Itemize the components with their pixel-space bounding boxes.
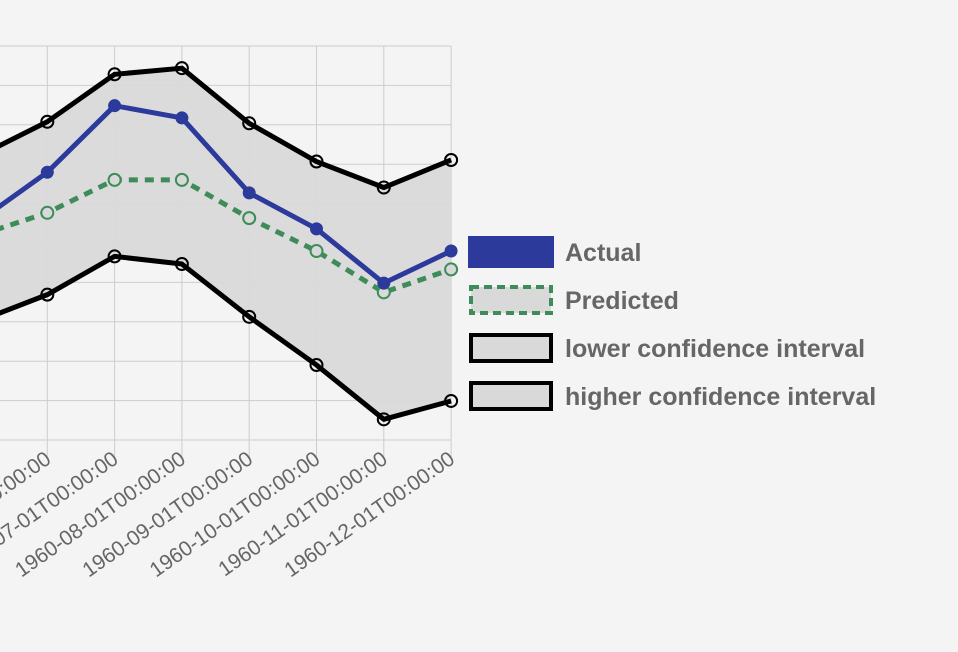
data-point-predicted[interactable]	[309, 244, 324, 259]
data-point-higher-confidence-interval[interactable]	[444, 152, 459, 167]
legend-item-actual[interactable]: Actual	[468, 236, 641, 268]
legend-label-higher-confidence-interval: higher confidence interval	[565, 383, 876, 411]
data-point-lower-confidence-interval[interactable]	[40, 287, 55, 302]
data-point-predicted[interactable]	[242, 211, 257, 226]
legend-swatch-higher-confidence-interval	[469, 381, 553, 411]
series-line-predicted	[0, 177, 452, 295]
legend-label-lower-confidence-interval: lower confidence interval	[565, 335, 865, 363]
legend-label-predicted: Predicted	[565, 287, 679, 315]
data-point-actual[interactable]	[242, 186, 256, 200]
data-point-actual[interactable]	[175, 111, 189, 125]
data-point-lower-confidence-interval[interactable]	[309, 358, 324, 373]
data-point-higher-confidence-interval[interactable]	[376, 180, 391, 195]
data-point-higher-confidence-interval[interactable]	[174, 61, 189, 76]
data-point-lower-confidence-interval[interactable]	[107, 249, 122, 264]
series-line-actual	[0, 103, 453, 286]
x-axis: 1960-05-01T00:00:001960-06-01T00:00:0019…	[0, 447, 459, 582]
legend-item-lower-confidence-interval[interactable]: lower confidence interval	[469, 333, 865, 363]
legend-swatch-predicted	[469, 285, 553, 315]
legend-swatch-lower-confidence-interval	[469, 333, 553, 363]
data-point-actual[interactable]	[310, 222, 323, 236]
data-point-predicted[interactable]	[444, 262, 459, 277]
series-predicted	[0, 172, 459, 300]
series-lower-confidence-interval	[0, 249, 459, 427]
confidence-band-fill	[0, 68, 452, 420]
data-point-lower-confidence-interval[interactable]	[174, 257, 189, 272]
data-point-actual[interactable]	[377, 276, 391, 290]
series-actual	[0, 99, 458, 290]
data-point-lower-confidence-interval[interactable]	[376, 412, 391, 427]
data-point-predicted[interactable]	[174, 172, 189, 187]
data-point-lower-confidence-interval[interactable]	[444, 393, 459, 408]
legend-swatch-actual	[468, 236, 554, 268]
legend-item-predicted[interactable]: Predicted	[469, 285, 679, 315]
data-point-actual[interactable]	[108, 99, 122, 113]
data-point-higher-confidence-interval[interactable]	[309, 154, 324, 169]
data-point-actual[interactable]	[40, 165, 54, 179]
legend: Actual Predicted lower confidence interval…	[468, 236, 876, 411]
series-line-higher-confidence-interval	[0, 65, 453, 191]
series-higher-confidence-interval	[0, 61, 459, 195]
data-point-higher-confidence-interval[interactable]	[242, 116, 257, 131]
data-point-actual[interactable]	[444, 244, 458, 258]
confidence-band	[0, 68, 452, 420]
legend-label-actual: Actual	[565, 239, 641, 267]
series-layer	[0, 61, 459, 427]
data-point-higher-confidence-interval[interactable]	[40, 114, 55, 129]
data-point-predicted[interactable]	[40, 205, 55, 220]
legend-item-higher-confidence-interval[interactable]: higher confidence interval	[469, 381, 876, 411]
data-point-predicted[interactable]	[107, 172, 122, 187]
data-point-higher-confidence-interval[interactable]	[107, 67, 122, 82]
data-point-lower-confidence-interval[interactable]	[242, 309, 257, 324]
series-line-lower-confidence-interval	[0, 253, 452, 422]
